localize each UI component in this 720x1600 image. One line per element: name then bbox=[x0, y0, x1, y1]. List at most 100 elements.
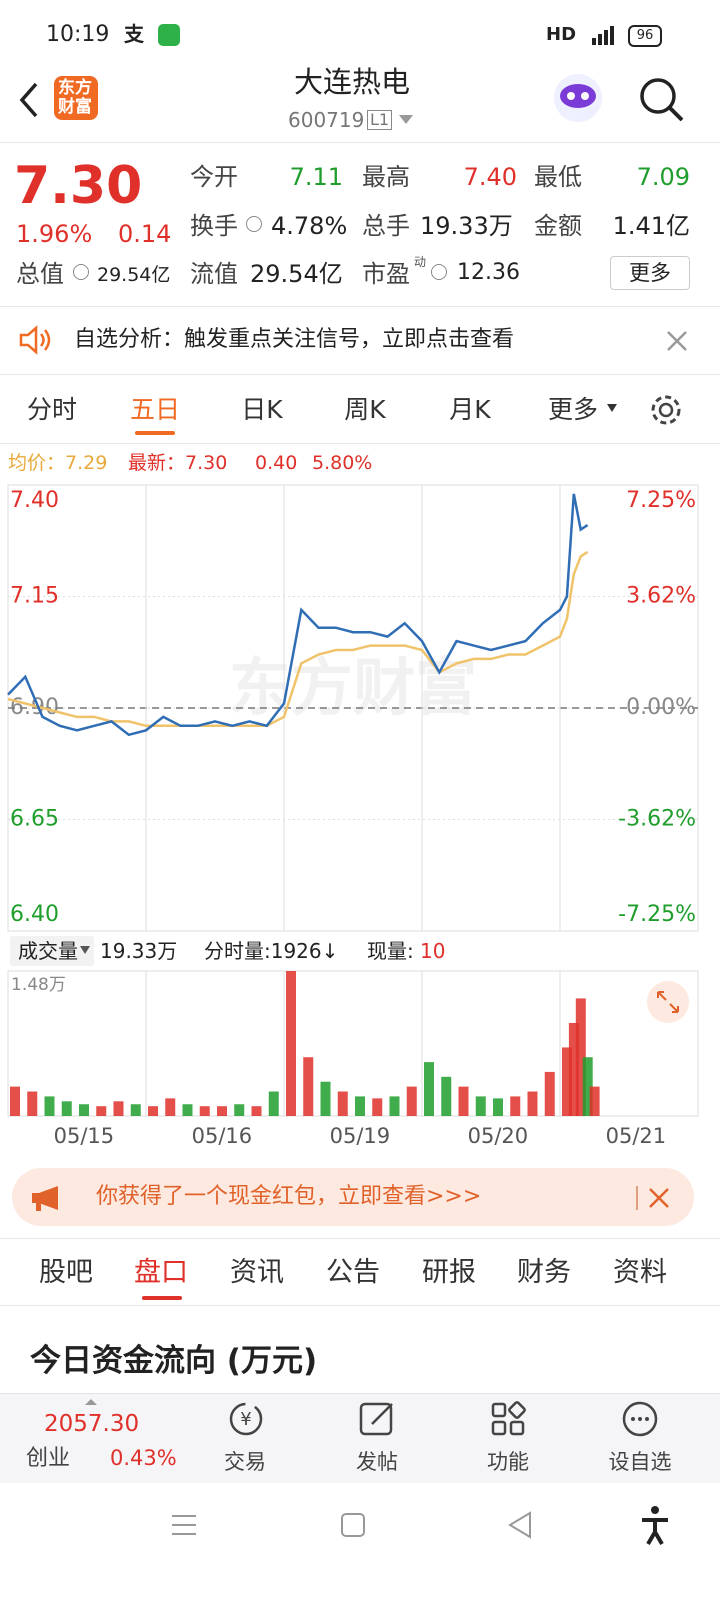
chart: 东方财富7.407.156.906.656.407.25%3.62%0.00%-… bbox=[7, 484, 699, 1148]
y2-tick-label: 3.62% bbox=[626, 584, 696, 609]
volume-bar bbox=[372, 1098, 383, 1116]
info-tab[interactable]: 资讯 bbox=[230, 1257, 284, 1288]
chart-tab-active[interactable]: 五日 bbox=[129, 395, 181, 424]
menu-button[interactable] bbox=[172, 1515, 196, 1535]
volume-bar bbox=[582, 1057, 593, 1116]
latest-change: 0.40 bbox=[255, 452, 298, 474]
red-packet-banner[interactable] bbox=[12, 1168, 694, 1226]
volume-bar bbox=[527, 1091, 538, 1116]
network: HD bbox=[546, 24, 577, 45]
back-nav-button[interactable] bbox=[508, 1511, 531, 1539]
more-button[interactable]: 更多 bbox=[610, 256, 690, 290]
change: 0.14 bbox=[118, 220, 172, 248]
chart-tab[interactable]: 月K bbox=[449, 395, 491, 424]
field-label: 换手 bbox=[190, 212, 238, 240]
info-tab[interactable]: 财务 bbox=[517, 1257, 571, 1288]
info-tab[interactable]: 资料 bbox=[613, 1257, 667, 1288]
volume-bar bbox=[441, 1076, 452, 1116]
index-value[interactable]: 2057.30 bbox=[44, 1411, 140, 1437]
volume-label[interactable]: 成交量 bbox=[18, 939, 78, 963]
chart-tab[interactable]: 更多 bbox=[547, 395, 599, 424]
divider bbox=[0, 1305, 720, 1306]
field-value: 29.54亿 bbox=[97, 264, 171, 286]
volume-bar bbox=[251, 1106, 262, 1116]
volume-bar bbox=[268, 1091, 279, 1116]
y2-tick-label: -7.25% bbox=[618, 902, 696, 927]
latest-pct: 5.80% bbox=[312, 452, 373, 474]
volume-bar bbox=[165, 1098, 176, 1116]
divider bbox=[0, 142, 720, 143]
now-volume-label: 现量: bbox=[367, 939, 414, 963]
volume-selector[interactable] bbox=[10, 936, 94, 966]
field-value: 29.54亿 bbox=[250, 260, 343, 288]
volume-bar bbox=[61, 1101, 72, 1116]
search-button[interactable] bbox=[638, 76, 686, 124]
stock-name: 大连热电 bbox=[293, 65, 411, 99]
chart-tab[interactable]: 日K bbox=[241, 395, 283, 424]
y-tick-label: 6.65 bbox=[10, 807, 59, 832]
field-value: 7.11 bbox=[289, 163, 343, 191]
expand-button[interactable] bbox=[646, 980, 690, 1024]
price-line bbox=[7, 493, 589, 737]
y-tick-label: 7.40 bbox=[10, 488, 59, 513]
x-tick-label: 05/20 bbox=[468, 1124, 529, 1148]
notice-text[interactable]: 自选分析：触发重点关注信号，立即点击查看 bbox=[74, 327, 515, 352]
watchlist-icon[interactable] bbox=[620, 1400, 660, 1438]
volume-total: 19.33万 bbox=[100, 939, 178, 963]
index-name[interactable]: 创业 bbox=[26, 1446, 71, 1471]
close-button[interactable] bbox=[666, 330, 688, 352]
volume-bar bbox=[44, 1096, 55, 1116]
nav-label[interactable]: 交易 bbox=[224, 1450, 266, 1474]
post-icon[interactable] bbox=[358, 1400, 398, 1438]
home-button[interactable] bbox=[341, 1513, 365, 1537]
nav-label[interactable]: 发帖 bbox=[356, 1450, 398, 1474]
info-tab[interactable]: 股吧 bbox=[39, 1257, 93, 1288]
field-label: 最高 bbox=[362, 163, 410, 191]
chart-tab[interactable]: 分时 bbox=[26, 395, 78, 424]
function-icon[interactable] bbox=[489, 1400, 529, 1438]
trade-icon[interactable]: ¥ bbox=[226, 1400, 266, 1438]
field-label: 流值 bbox=[190, 260, 238, 288]
close-button[interactable] bbox=[648, 1187, 670, 1209]
volume-bar bbox=[355, 1096, 365, 1116]
volume-bar bbox=[544, 1071, 555, 1116]
volume-bar bbox=[589, 1086, 600, 1116]
robot-avatar[interactable] bbox=[552, 72, 604, 124]
accessibility-button[interactable] bbox=[642, 1506, 668, 1546]
y2-tick-label: 7.25% bbox=[626, 488, 696, 513]
collapse-arrow[interactable] bbox=[84, 1398, 98, 1406]
chart-tab[interactable]: 周K bbox=[344, 395, 386, 424]
watermark: 东方财富 bbox=[229, 651, 477, 724]
volume-bar bbox=[389, 1096, 400, 1116]
price: 7.30 bbox=[14, 156, 143, 216]
back-button[interactable] bbox=[14, 80, 44, 120]
info-tab[interactable]: 研报 bbox=[422, 1257, 476, 1288]
volume-bar bbox=[113, 1101, 124, 1116]
info-icon[interactable] bbox=[431, 264, 447, 280]
y-tick-label: 7.15 bbox=[10, 584, 59, 609]
volume-bar bbox=[562, 1047, 572, 1116]
field-sup: 动 bbox=[414, 255, 427, 269]
field-label: 总手 bbox=[362, 212, 410, 240]
field-value: 19.33万 bbox=[420, 212, 513, 240]
tab-underline bbox=[135, 431, 175, 435]
avg-price: 均价：7.29 bbox=[8, 452, 108, 474]
logo-text: 财富 bbox=[58, 97, 92, 117]
dropdown bbox=[607, 404, 617, 412]
app-logo bbox=[54, 76, 98, 120]
x-tick-label: 05/15 bbox=[54, 1124, 115, 1148]
info-icon[interactable] bbox=[246, 216, 262, 232]
index-pct[interactable]: 0.43% bbox=[110, 1446, 177, 1470]
nav-label[interactable]: 设自选 bbox=[608, 1450, 672, 1474]
info-icon[interactable] bbox=[73, 264, 89, 280]
nav-label[interactable]: 功能 bbox=[487, 1450, 529, 1474]
info-tab-active[interactable]: 盘口 bbox=[134, 1257, 188, 1288]
field-value: 12.36 bbox=[457, 260, 520, 285]
dropdown[interactable] bbox=[398, 114, 414, 126]
info-tab[interactable]: 公告 bbox=[326, 1257, 380, 1288]
settings-button[interactable] bbox=[648, 392, 684, 428]
volume-bar bbox=[493, 1098, 503, 1116]
battery: 96 bbox=[628, 25, 662, 47]
banner-text[interactable]: 你获得了一个现金红包，立即查看>>> bbox=[96, 1184, 482, 1209]
